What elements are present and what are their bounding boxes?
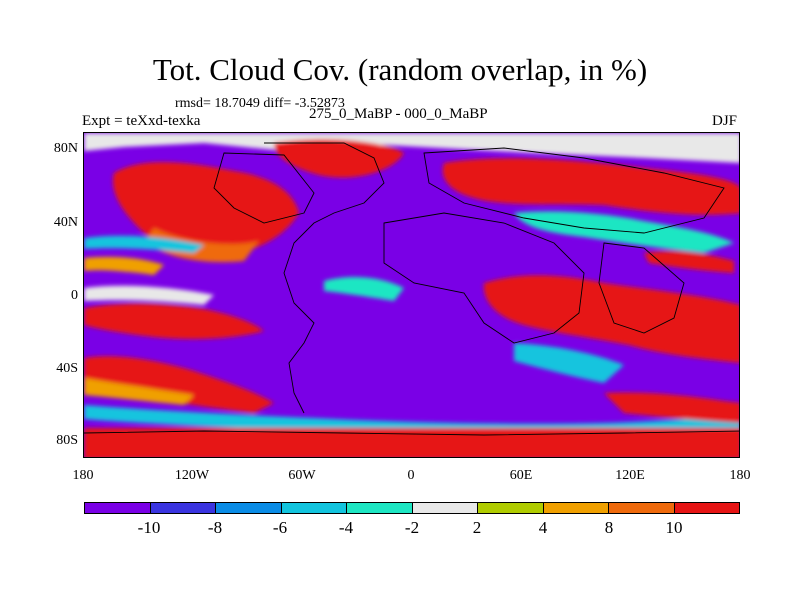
lat-tick-80n: 80N <box>53 141 78 156</box>
outline-eurasia <box>423 147 725 234</box>
comparison-label: 275_0_MaBP - 000_0_MaBP <box>309 106 488 122</box>
region-indian-positive <box>483 275 739 363</box>
anomaly-field <box>84 133 739 457</box>
lon-tick-180w: 180 <box>72 468 94 483</box>
colorbar-box <box>347 503 413 513</box>
colorbar-label: -6 <box>272 518 288 537</box>
region-wpac-positive <box>644 251 734 273</box>
colorbar-box <box>674 503 739 513</box>
colorbar-box <box>478 503 544 513</box>
lon-tick-60w: 60W <box>288 468 316 483</box>
map-panel <box>83 132 740 458</box>
colorbar-label: 2 <box>472 518 482 537</box>
region-eq-pacific-positive <box>84 303 264 339</box>
lat-tick-40n: 40N <box>53 215 78 230</box>
arctic-band <box>84 133 739 163</box>
lon-tick-120e: 120E <box>615 468 645 483</box>
lat-tick-0: 0 <box>71 288 78 303</box>
colorbar <box>84 502 740 514</box>
region-eurasia-positive <box>442 158 739 215</box>
colorbar-box <box>412 503 478 513</box>
colorbar-label: -8 <box>207 518 223 537</box>
colorbar-box <box>216 503 282 513</box>
outline-north <box>213 152 315 224</box>
cloud-anomaly-map <box>84 133 739 457</box>
outline-africa <box>383 212 585 344</box>
colorbar-label: -4 <box>338 518 354 537</box>
lon-tick-180e: 180 <box>729 468 751 483</box>
colorbar-label: 8 <box>604 518 614 537</box>
colorbar-box <box>543 503 609 513</box>
stats-line: rmsd= 18.7049 diff= -3.52873 <box>175 96 345 111</box>
region-npac-orange <box>84 256 164 275</box>
outline-americas <box>264 142 385 414</box>
region-spac-orange <box>84 378 194 405</box>
region-se-indian-positive <box>604 392 739 423</box>
colorbar-label: 10 <box>665 518 683 537</box>
land-outlines <box>84 142 739 436</box>
outline-asia-south <box>598 242 685 334</box>
region-antarctic-positive <box>84 428 739 457</box>
region-southern-cyan <box>84 405 739 435</box>
colorbar-box <box>281 503 347 513</box>
lon-tick-120w: 120W <box>174 468 210 483</box>
experiment-label: Expt = teXxd-texka <box>82 113 201 129</box>
season-label: DJF <box>712 113 738 129</box>
outline-antarctica <box>84 430 739 436</box>
colorbar-label: 4 <box>538 518 548 537</box>
region-indian-cyan <box>514 343 624 383</box>
region-eq-pacific-white <box>84 285 214 305</box>
region-atl-cyan <box>324 277 404 301</box>
colorbar-box <box>85 503 151 513</box>
lat-tick-40s: 40S <box>56 361 78 376</box>
colorbar-label: -10 <box>137 518 161 537</box>
lon-tick-0: 0 <box>407 468 415 483</box>
region-spac-positive <box>84 356 274 413</box>
region-greenland-positive <box>274 139 404 178</box>
lat-tick-80s: 80S <box>56 433 78 448</box>
plot-title: Tot. Cloud Cov. (random overlap, in %) <box>152 52 648 87</box>
colorbar-label: -2 <box>404 518 420 537</box>
region-asia-cyan <box>514 211 734 253</box>
lon-tick-60e: 60E <box>509 468 533 483</box>
colorbar-box <box>150 503 216 513</box>
colorbar-box <box>609 503 675 513</box>
region-npac-cyan <box>84 235 204 253</box>
